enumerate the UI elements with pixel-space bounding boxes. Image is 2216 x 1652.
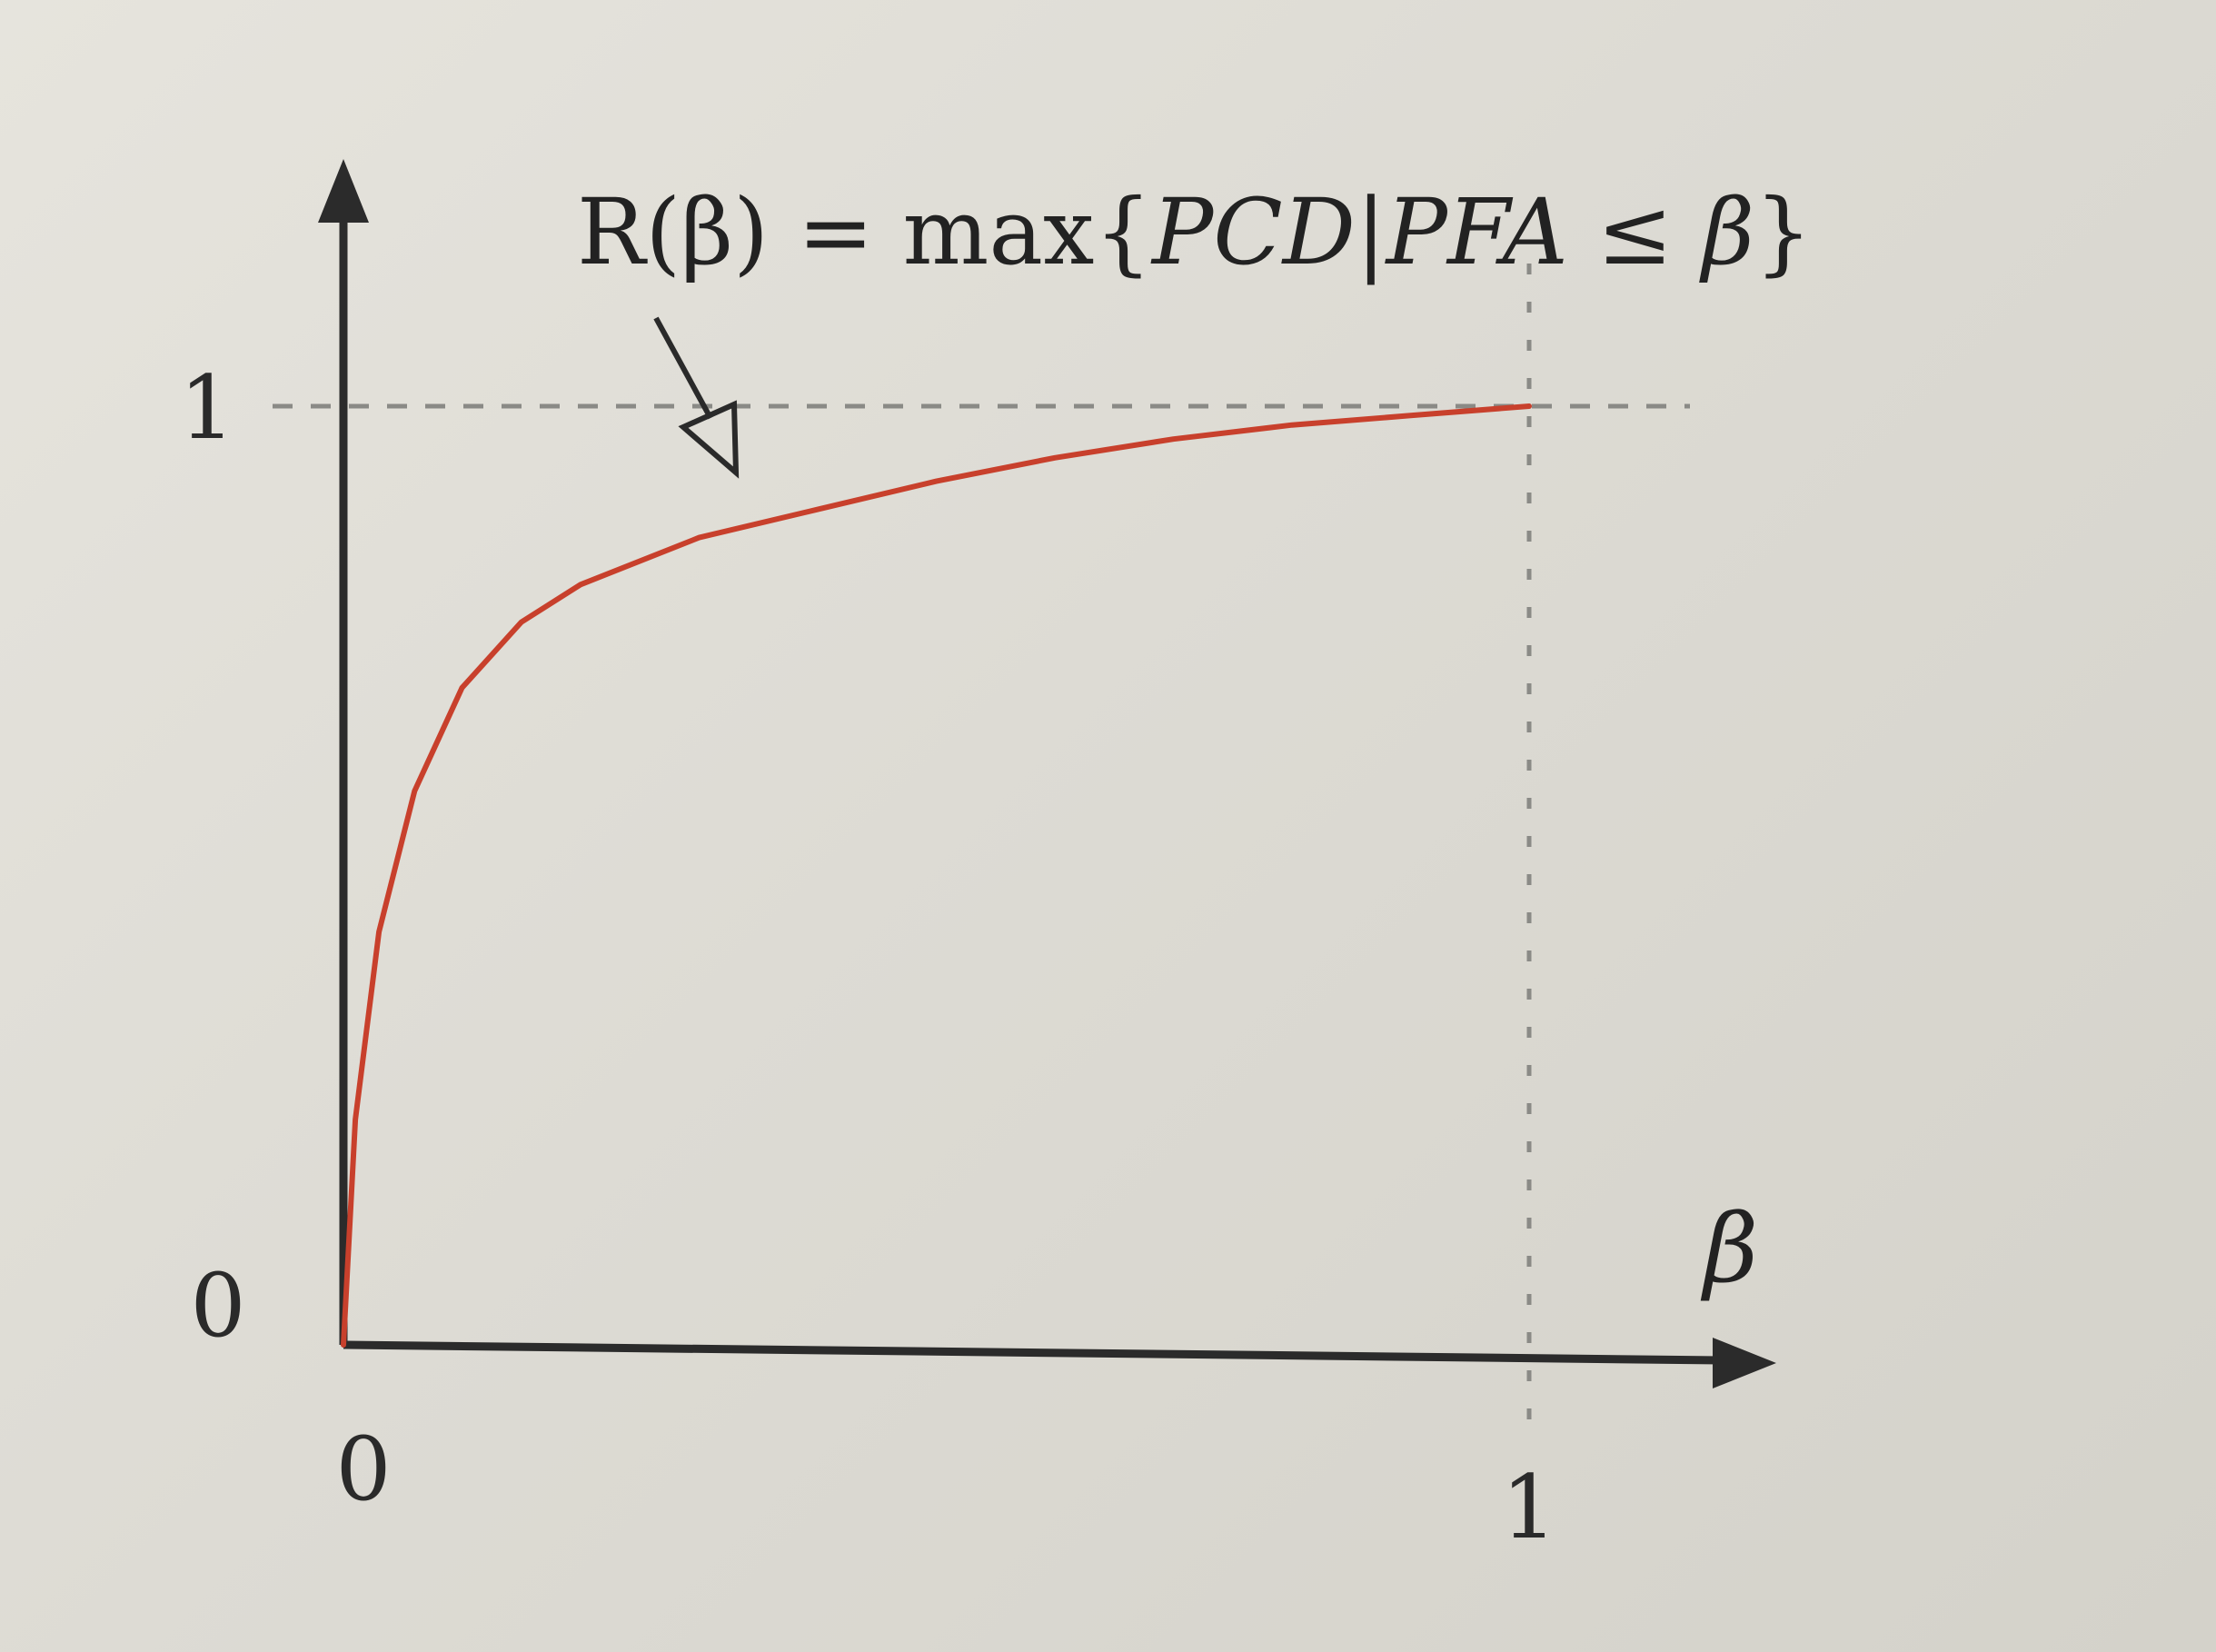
x-tick-label-1: 1: [1501, 1457, 1556, 1558]
formula-leq: ≤: [1568, 179, 1702, 285]
formula-close: }: [1754, 179, 1813, 285]
x-axis-label: β: [1700, 1193, 1758, 1304]
formula-annotation: R(β) = max{PCD|PFA ≤ β}: [577, 179, 1813, 285]
y-tick-label-1: 1: [179, 357, 234, 459]
formula-pfa: PFA: [1385, 179, 1568, 285]
formula-beta: β: [1698, 179, 1754, 285]
formula-bar: |: [1356, 179, 1386, 285]
annotation-arrow-head: [678, 400, 740, 479]
x-axis-arrowhead: [1713, 1338, 1776, 1388]
x-axis: [343, 1340, 1723, 1365]
x-tick-label-0: 0: [335, 1418, 391, 1520]
annotation-arrow-shaft: [653, 316, 713, 420]
formula-pcd: PCD: [1150, 179, 1356, 285]
roc-curve: [341, 403, 1532, 1348]
y-tick-label-0: 0: [190, 1255, 245, 1357]
y-axis-arrowhead: [318, 159, 369, 223]
formula-lhs: R(β) = max{: [577, 179, 1152, 285]
